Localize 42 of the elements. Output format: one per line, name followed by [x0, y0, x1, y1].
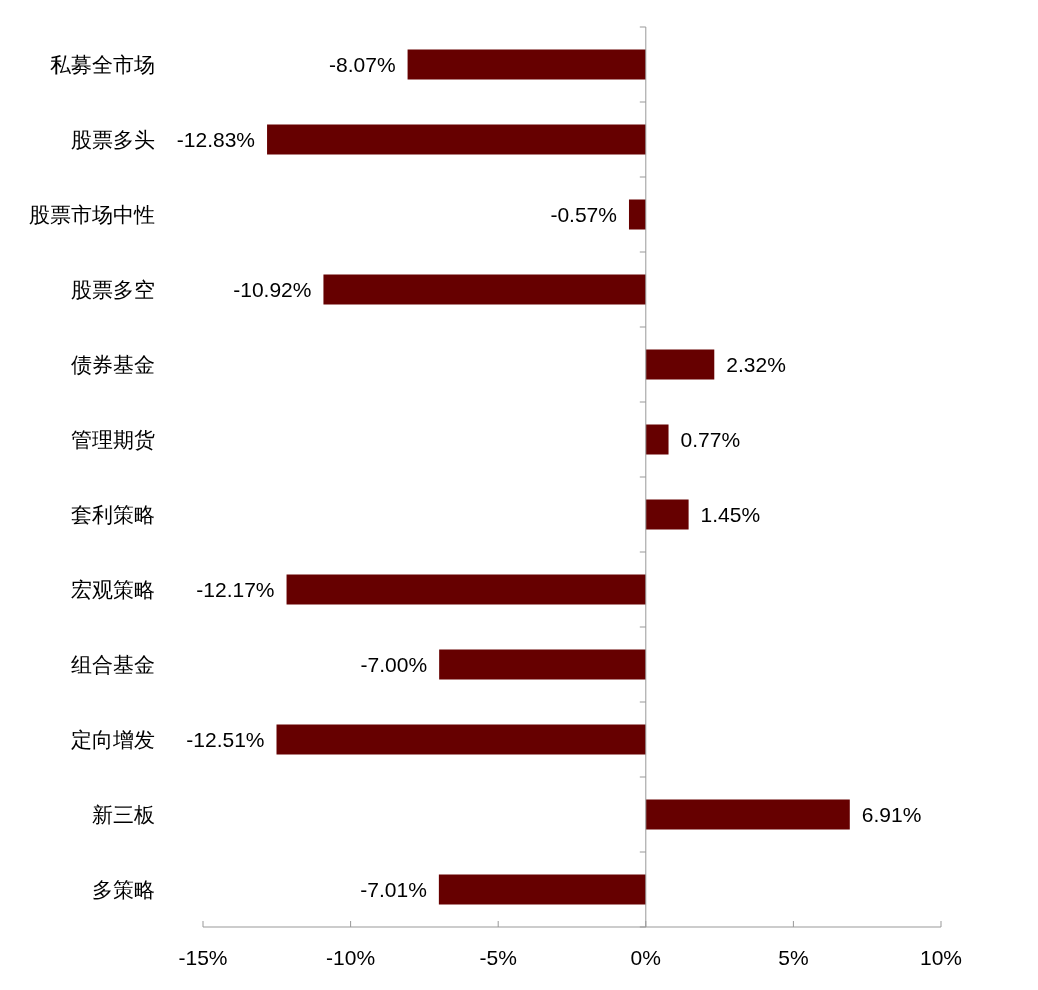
bar [407, 49, 646, 80]
y-tick-label: 私募全市场 [50, 52, 155, 76]
y-tick-label: 宏观策略 [71, 577, 155, 601]
y-tick-label: 股票市场中性 [29, 202, 155, 226]
y-tick-label: 定向增发 [71, 727, 155, 751]
x-tick-label: 5% [778, 946, 809, 969]
x-tick-label: -10% [326, 946, 376, 969]
bar [645, 349, 715, 380]
x-tick-label: 0% [630, 946, 661, 969]
bar [645, 799, 850, 830]
data-label: 2.32% [726, 352, 786, 376]
bar [438, 874, 646, 905]
y-tick-label: 套利策略 [71, 502, 155, 526]
data-label: -12.51% [186, 727, 265, 751]
bar [645, 499, 689, 530]
y-tick-label: 股票多头 [71, 127, 155, 151]
data-label: -10.92% [233, 277, 312, 301]
data-label: -7.01% [360, 877, 427, 901]
data-label: -7.00% [360, 652, 428, 676]
data-label: -12.83% [176, 127, 256, 151]
bar [645, 424, 669, 455]
y-tick-label: 管理期货 [71, 427, 155, 451]
bar [323, 274, 646, 305]
data-label: 1.45% [700, 502, 761, 526]
y-tick-label: 组合基金 [71, 652, 155, 676]
data-label: -12.17% [196, 577, 275, 601]
y-tick-label: 股票多空 [71, 277, 155, 301]
data-label: -0.57% [550, 202, 617, 226]
y-tick-label: 债券基金 [71, 352, 155, 376]
bar [267, 124, 646, 155]
bar [628, 199, 646, 230]
y-tick-label: 新三板 [92, 802, 155, 826]
data-label: -8.07% [329, 52, 396, 76]
data-label: 6.91% [861, 802, 922, 826]
bar [439, 649, 646, 680]
x-tick-label: -5% [479, 946, 517, 969]
x-tick-label: -15% [178, 946, 228, 969]
y-tick-label: 多策略 [92, 877, 155, 901]
x-tick-label: 10% [919, 946, 963, 969]
bar [276, 724, 646, 755]
bar [286, 574, 646, 605]
data-label: 0.77% [680, 427, 741, 451]
